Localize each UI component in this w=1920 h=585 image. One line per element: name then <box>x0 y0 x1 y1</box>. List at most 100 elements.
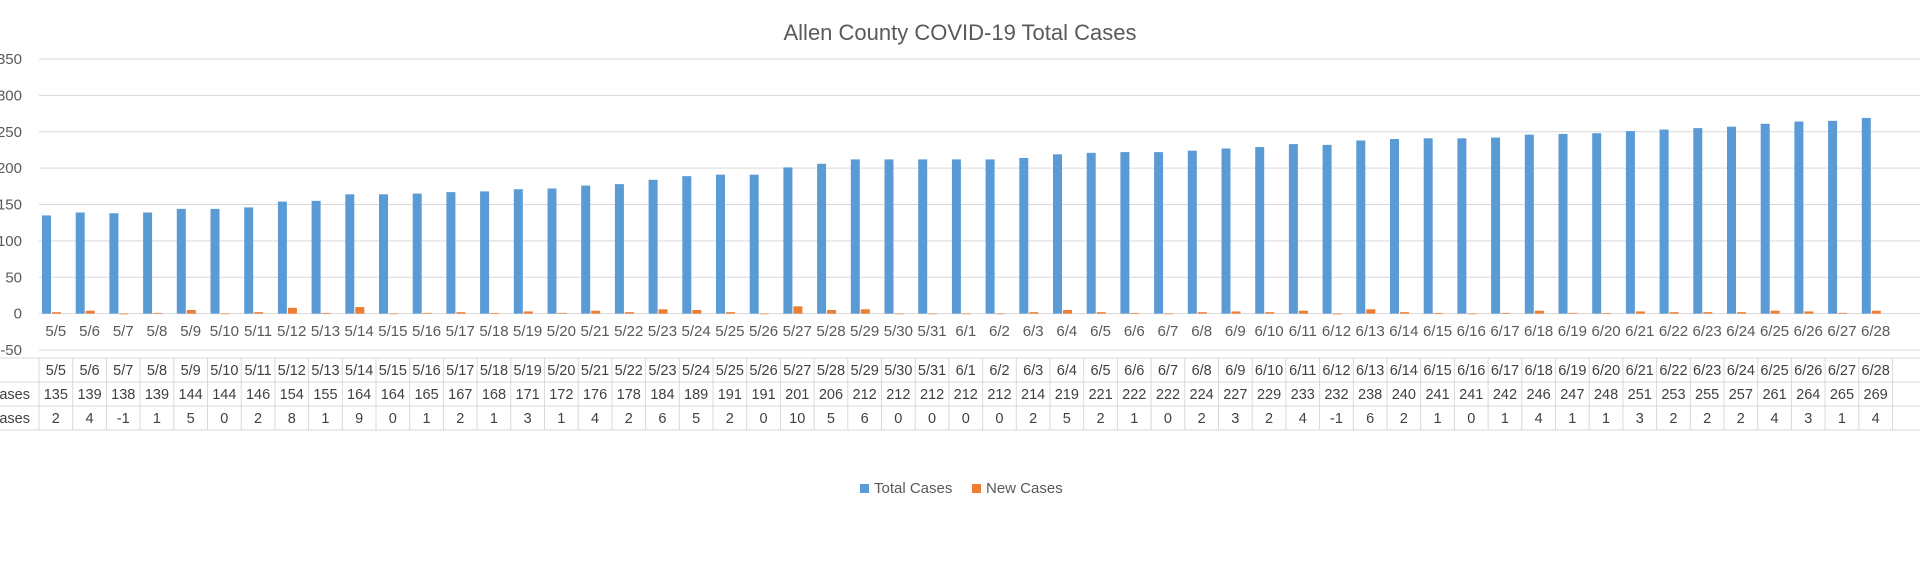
table-header-cell: 6/11 <box>1289 363 1316 379</box>
bar-total-cases <box>109 213 119 314</box>
x-tick-label: 5/6 <box>79 323 100 340</box>
table-new-cell: 2 <box>1669 411 1677 427</box>
table-header-cell: 5/26 <box>749 363 777 379</box>
table-header-cell: 5/16 <box>412 363 440 379</box>
table-header-cell: 6/2 <box>989 363 1009 379</box>
table-new-cell: 5 <box>827 411 835 427</box>
x-tick-label: 5/21 <box>580 323 609 340</box>
table-header-cell: 6/8 <box>1192 363 1212 379</box>
bar-new-cases <box>1467 313 1477 315</box>
x-tick-label: 5/15 <box>378 323 407 340</box>
bar-total-cases <box>311 200 321 314</box>
bar-total-cases <box>1255 147 1265 314</box>
table-total-cell: 171 <box>516 387 540 403</box>
table-new-cell: 1 <box>490 411 498 427</box>
table-total-cell: 144 <box>212 387 236 403</box>
table-new-cell: 4 <box>86 411 94 427</box>
bar-total-cases <box>1356 140 1366 314</box>
x-tick-label: 6/15 <box>1423 323 1452 340</box>
bar-new-cases <box>85 310 95 314</box>
bar-total-cases <box>1322 144 1332 314</box>
table-new-cell: 5 <box>1063 411 1071 427</box>
x-tick-label: 5/16 <box>412 323 441 340</box>
table-new-cell: 1 <box>1501 411 1509 427</box>
table-total-cell: 164 <box>381 387 405 403</box>
y-tick-label: 300 <box>0 87 22 104</box>
table-header-cell: 6/23 <box>1693 363 1721 379</box>
bar-total-cases <box>682 176 692 314</box>
x-tick-label: 6/7 <box>1158 323 1179 340</box>
bar-total-cases <box>1861 117 1871 314</box>
table-header-cell: 5/28 <box>817 363 845 379</box>
x-tick-label: 5/7 <box>113 323 134 340</box>
table-header-cell: 5/15 <box>379 363 407 379</box>
table-header-cell: 6/28 <box>1862 363 1890 379</box>
table-new-cell: 10 <box>789 411 805 427</box>
legend-swatch-total-cases <box>860 484 869 493</box>
table-row-label: Cases <box>0 387 30 403</box>
table-total-cell: 201 <box>785 387 809 403</box>
table-total-cell: 212 <box>853 387 877 403</box>
bar-new-cases <box>456 312 466 314</box>
table-total-cell: 227 <box>1223 387 1247 403</box>
bar-new-cases <box>726 312 735 314</box>
table-total-cell: 139 <box>77 387 101 403</box>
bar-new-cases <box>389 313 398 315</box>
table-header-cell: 5/27 <box>783 363 811 379</box>
bar-new-cases <box>1501 312 1511 314</box>
table-total-cell: 168 <box>482 387 506 403</box>
bar-new-cases <box>1534 310 1544 314</box>
bar-total-cases <box>985 159 995 314</box>
table-total-cell: 146 <box>246 387 270 403</box>
table-new-cell: 1 <box>153 411 161 427</box>
table-total-cell: 138 <box>111 387 135 403</box>
bar-new-cases <box>186 309 196 314</box>
x-tick-label: 5/19 <box>513 323 542 340</box>
table-total-cell: 155 <box>313 387 337 403</box>
table-total-cell: 172 <box>549 387 573 403</box>
table-new-cell: 1 <box>1602 411 1610 427</box>
table-total-cell: 206 <box>819 387 843 403</box>
table-new-cell: 2 <box>1097 411 1105 427</box>
legend: Total Cases New Cases <box>860 480 1063 497</box>
table-new-cell: 2 <box>625 411 633 427</box>
bar-total-cases <box>581 185 591 314</box>
grid <box>39 58 1920 351</box>
bar-total-cases <box>345 194 355 314</box>
bar-total-cases <box>884 159 894 314</box>
table-total-cell: 269 <box>1864 387 1888 403</box>
bar-total-cases <box>277 201 287 314</box>
bar-total-cases <box>614 184 624 314</box>
bar-new-cases <box>928 313 938 315</box>
table-new-cell: 1 <box>557 411 565 427</box>
table-header-cell: 5/13 <box>311 363 339 379</box>
x-tick-label: 5/25 <box>715 323 744 340</box>
table-header-cell: 6/27 <box>1828 363 1856 379</box>
x-tick-label: 6/27 <box>1827 323 1856 340</box>
table-header-cell: 6/10 <box>1255 363 1283 379</box>
table-total-cell: 212 <box>920 387 944 403</box>
table-header-cell: 6/15 <box>1423 363 1451 379</box>
table-new-cell: 8 <box>288 411 296 427</box>
bar-total-cases <box>716 174 725 314</box>
bar-new-cases <box>894 313 904 315</box>
table-header-cell: 6/22 <box>1659 363 1687 379</box>
bar-new-cases <box>1602 312 1612 314</box>
table-total-cell: 242 <box>1493 387 1517 403</box>
bar-total-cases <box>783 167 793 314</box>
table-header-cell: 5/12 <box>278 363 306 379</box>
table-new-cell: 0 <box>760 411 768 427</box>
table-total-cell: 246 <box>1527 387 1551 403</box>
table-new-cell: 2 <box>52 411 60 427</box>
bar-total-cases <box>1288 144 1298 314</box>
table-total-cell: 253 <box>1661 387 1685 403</box>
bar-new-cases <box>692 309 702 314</box>
table-new-cell: 2 <box>1198 411 1206 427</box>
table-new-cell: 2 <box>1703 411 1711 427</box>
table-new-cell: 5 <box>187 411 195 427</box>
table-total-cell: 261 <box>1762 387 1786 403</box>
x-tick-label: 5/30 <box>884 323 913 340</box>
table-new-cell: 6 <box>861 411 869 427</box>
table-total-cell: 154 <box>280 387 304 403</box>
table-header-cell: 6/13 <box>1356 363 1384 379</box>
